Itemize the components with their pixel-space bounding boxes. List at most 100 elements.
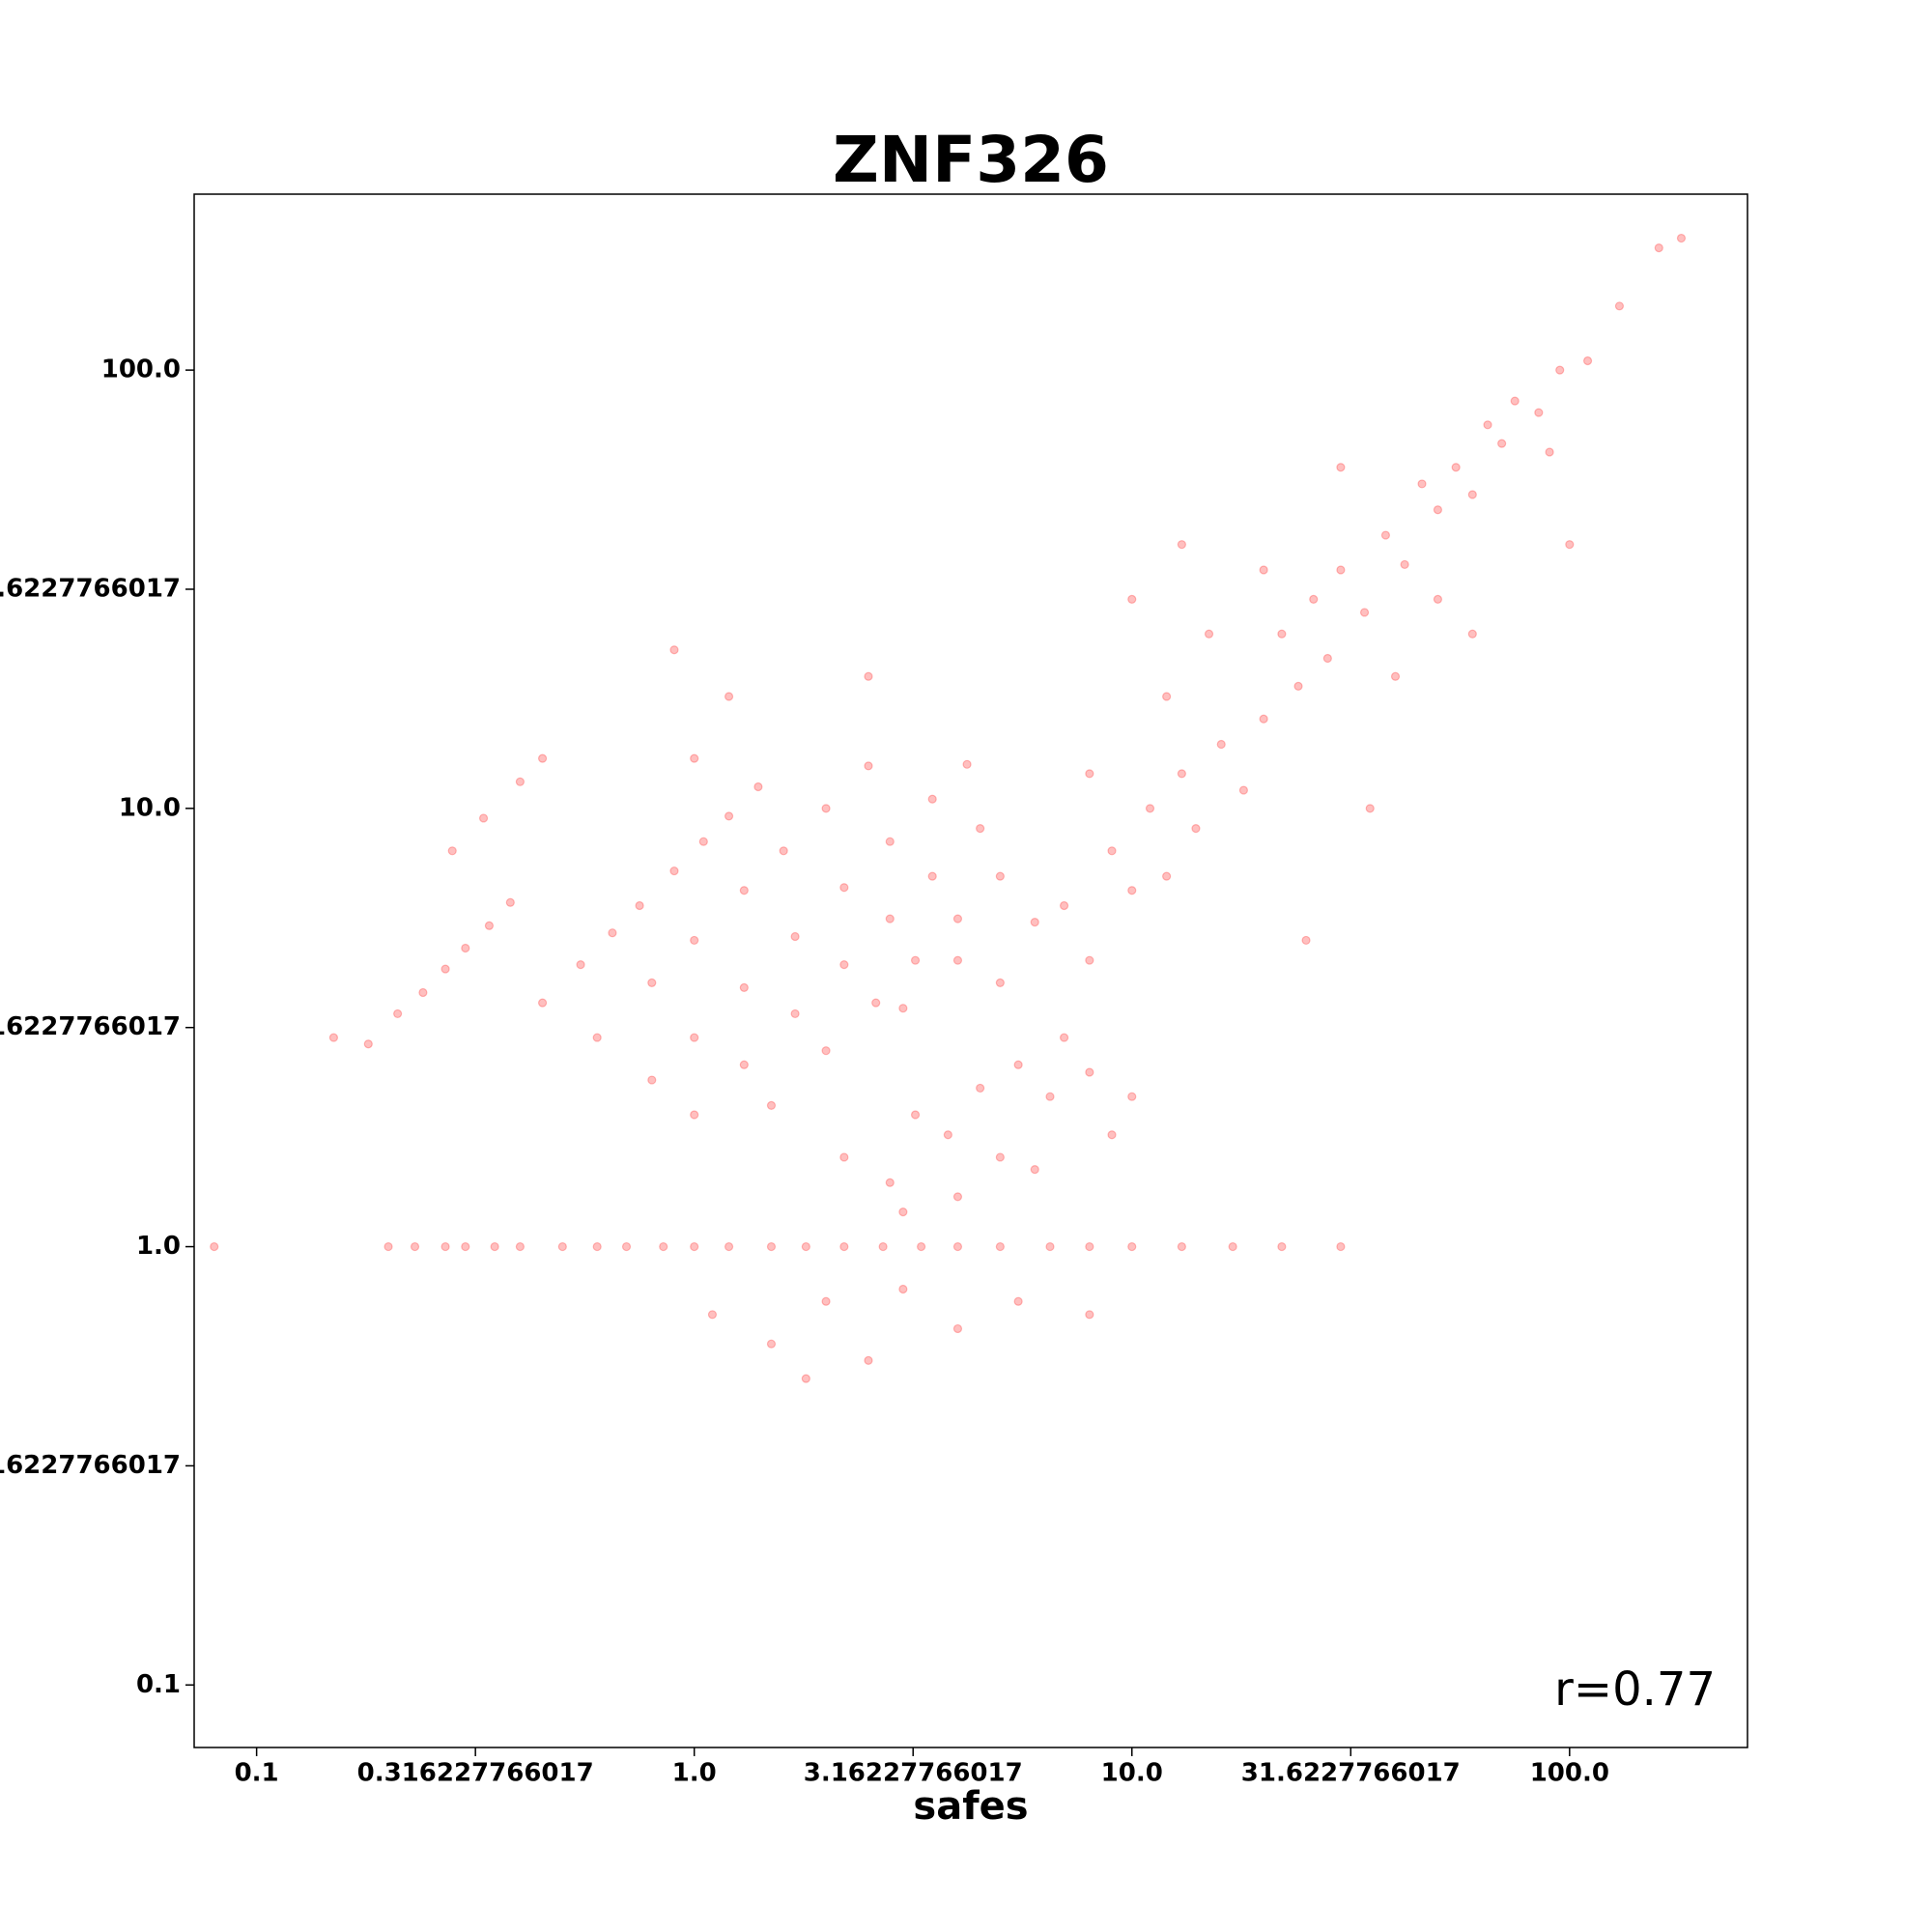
- point: [952, 955, 963, 965]
- point: [885, 914, 895, 923]
- point: [943, 1130, 952, 1140]
- point: [839, 1152, 849, 1162]
- point: [1216, 739, 1226, 750]
- point: [1380, 530, 1391, 540]
- point: [1107, 1130, 1117, 1140]
- point: [1555, 365, 1565, 375]
- point: [739, 1060, 749, 1069]
- point: [1277, 629, 1287, 639]
- point: [898, 1004, 908, 1013]
- point: [790, 931, 800, 942]
- point: [621, 1241, 632, 1252]
- point: [1238, 785, 1249, 795]
- point: [952, 914, 963, 923]
- point: [995, 871, 1005, 881]
- point: [839, 1241, 849, 1252]
- point: [608, 928, 617, 938]
- point: [1336, 565, 1346, 575]
- point: [1545, 447, 1554, 457]
- point: [1013, 1296, 1023, 1306]
- point: [801, 1374, 810, 1383]
- point: [1309, 594, 1319, 604]
- point: [690, 1241, 699, 1252]
- point: [1177, 769, 1186, 779]
- point: [1127, 886, 1137, 895]
- point: [1085, 769, 1094, 779]
- point: [1228, 1241, 1237, 1252]
- point: [1127, 1092, 1137, 1101]
- point: [1433, 594, 1443, 604]
- point: [885, 1178, 895, 1187]
- point: [659, 1241, 668, 1252]
- point: [1204, 629, 1214, 639]
- plot-frame: [193, 193, 1748, 1748]
- point: [1013, 1060, 1023, 1069]
- point: [821, 804, 831, 813]
- point: [210, 1241, 219, 1252]
- point: [1059, 900, 1069, 911]
- point: [995, 1152, 1005, 1162]
- point: [976, 1083, 985, 1094]
- point: [801, 1241, 810, 1252]
- point: [1676, 233, 1687, 243]
- point: [447, 846, 457, 856]
- point: [1614, 301, 1625, 311]
- point: [1467, 490, 1477, 499]
- point: [592, 1033, 602, 1042]
- point: [557, 1241, 567, 1252]
- point: [1145, 804, 1155, 813]
- x-tick-label: 10.0: [1101, 1759, 1163, 1788]
- point: [821, 1296, 831, 1306]
- point: [1030, 918, 1039, 927]
- x-tick-label: 3.16227766017: [804, 1759, 1023, 1788]
- point: [1534, 408, 1544, 417]
- point: [995, 978, 1005, 987]
- point: [871, 998, 881, 1008]
- point: [1177, 1241, 1186, 1252]
- point: [885, 837, 895, 846]
- point: [505, 897, 515, 907]
- annotation: r=0.77: [1554, 1662, 1716, 1717]
- point: [1654, 243, 1663, 253]
- point: [1127, 1241, 1137, 1252]
- point: [766, 1339, 777, 1349]
- point: [864, 761, 873, 771]
- point: [864, 1355, 873, 1365]
- point: [779, 846, 788, 856]
- point: [1085, 1241, 1094, 1252]
- point: [1336, 463, 1346, 472]
- point: [647, 1075, 657, 1085]
- point: [1483, 420, 1492, 430]
- point: [1365, 804, 1375, 813]
- point: [1191, 823, 1201, 834]
- point: [917, 1241, 926, 1252]
- point: [1467, 629, 1477, 639]
- y-tick-label: 1.0: [136, 1232, 181, 1261]
- point: [1085, 1067, 1094, 1077]
- point: [1433, 505, 1443, 515]
- point: [898, 1284, 908, 1294]
- point: [669, 645, 679, 655]
- x-tick-label: 1.0: [672, 1759, 717, 1788]
- point: [440, 1241, 450, 1252]
- point: [707, 1310, 718, 1320]
- point: [724, 811, 734, 821]
- x-tick-label: 0.316227766017: [357, 1759, 594, 1788]
- point: [910, 955, 921, 965]
- point: [635, 900, 644, 911]
- point: [1336, 1241, 1346, 1252]
- point: [537, 998, 548, 1008]
- point: [1565, 540, 1575, 550]
- x-axis-label: safes: [913, 1784, 1028, 1829]
- point: [484, 921, 495, 930]
- point: [393, 1009, 403, 1019]
- point: [724, 1241, 734, 1252]
- point: [698, 837, 708, 846]
- y-tick-label: 100.0: [101, 355, 181, 384]
- point: [995, 1241, 1005, 1252]
- point: [1259, 565, 1268, 575]
- point: [410, 1241, 420, 1252]
- point: [363, 1039, 373, 1049]
- chart-title: ZNF326: [833, 123, 1109, 197]
